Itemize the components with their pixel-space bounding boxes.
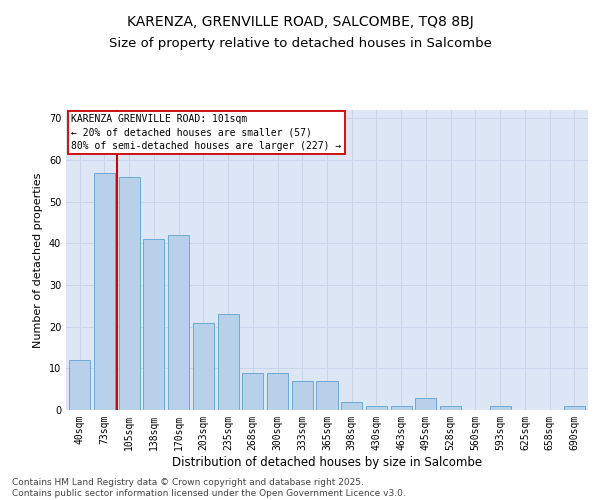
Bar — [218, 314, 239, 410]
Bar — [316, 381, 338, 410]
Text: KARENZA, GRENVILLE ROAD, SALCOMBE, TQ8 8BJ: KARENZA, GRENVILLE ROAD, SALCOMBE, TQ8 8… — [127, 15, 473, 29]
Bar — [69, 360, 90, 410]
Y-axis label: Number of detached properties: Number of detached properties — [33, 172, 43, 348]
Text: Size of property relative to detached houses in Salcombe: Size of property relative to detached ho… — [109, 38, 491, 51]
Bar — [94, 172, 115, 410]
Bar — [564, 406, 585, 410]
Bar — [119, 176, 140, 410]
Text: KARENZA GRENVILLE ROAD: 101sqm
← 20% of detached houses are smaller (57)
80% of : KARENZA GRENVILLE ROAD: 101sqm ← 20% of … — [71, 114, 341, 151]
Bar — [292, 381, 313, 410]
Bar — [193, 322, 214, 410]
Bar — [267, 372, 288, 410]
Bar — [391, 406, 412, 410]
Bar — [440, 406, 461, 410]
Text: Contains HM Land Registry data © Crown copyright and database right 2025.
Contai: Contains HM Land Registry data © Crown c… — [12, 478, 406, 498]
Bar — [341, 402, 362, 410]
Bar — [143, 239, 164, 410]
Bar — [366, 406, 387, 410]
Bar — [242, 372, 263, 410]
X-axis label: Distribution of detached houses by size in Salcombe: Distribution of detached houses by size … — [172, 456, 482, 468]
Bar — [168, 235, 189, 410]
Bar — [490, 406, 511, 410]
Bar — [415, 398, 436, 410]
